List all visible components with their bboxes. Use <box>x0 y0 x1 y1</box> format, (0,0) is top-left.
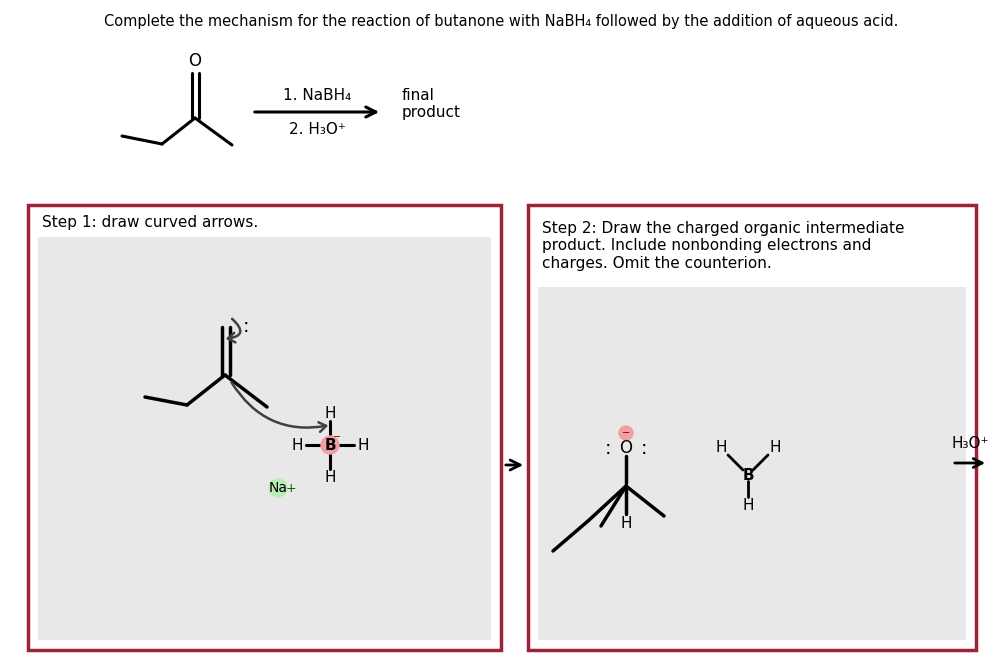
Text: H₃O⁺: H₃O⁺ <box>951 436 989 451</box>
Bar <box>38 237 491 640</box>
Text: Na: Na <box>269 481 288 495</box>
FancyArrowPatch shape <box>231 382 326 432</box>
Circle shape <box>619 426 633 440</box>
Text: :: : <box>640 438 647 457</box>
Bar <box>28 205 501 650</box>
FancyArrowPatch shape <box>227 319 240 343</box>
Text: +: + <box>286 482 297 494</box>
Bar <box>528 205 976 650</box>
Text: B: B <box>325 438 336 453</box>
Text: O: O <box>188 52 201 70</box>
Text: :: : <box>243 317 249 337</box>
Text: H: H <box>292 438 303 453</box>
Text: H: H <box>715 440 726 455</box>
Circle shape <box>269 479 287 497</box>
Text: −: − <box>333 432 341 442</box>
Text: Step 1: draw curved arrows.: Step 1: draw curved arrows. <box>42 214 259 230</box>
Text: H: H <box>770 440 781 455</box>
Text: Complete the mechanism for the reaction of butanone with NaBH₄ followed by the a: Complete the mechanism for the reaction … <box>104 14 898 29</box>
Text: Step 2: Draw the charged organic intermediate
product. Include nonbonding electr: Step 2: Draw the charged organic interme… <box>542 221 905 271</box>
Text: 2. H₃O⁺: 2. H₃O⁺ <box>289 123 346 137</box>
Bar <box>538 287 966 640</box>
Text: H: H <box>325 405 336 420</box>
Text: H: H <box>358 438 369 453</box>
Text: H: H <box>742 498 754 513</box>
Text: −: − <box>622 428 630 438</box>
Text: :: : <box>605 438 611 457</box>
Text: 1. NaBH₄: 1. NaBH₄ <box>283 88 351 104</box>
Text: O: O <box>619 439 632 457</box>
Text: B: B <box>742 467 754 482</box>
Text: final
product: final product <box>402 88 461 120</box>
Text: H: H <box>620 517 631 531</box>
Text: H: H <box>325 471 336 486</box>
Circle shape <box>321 436 339 454</box>
